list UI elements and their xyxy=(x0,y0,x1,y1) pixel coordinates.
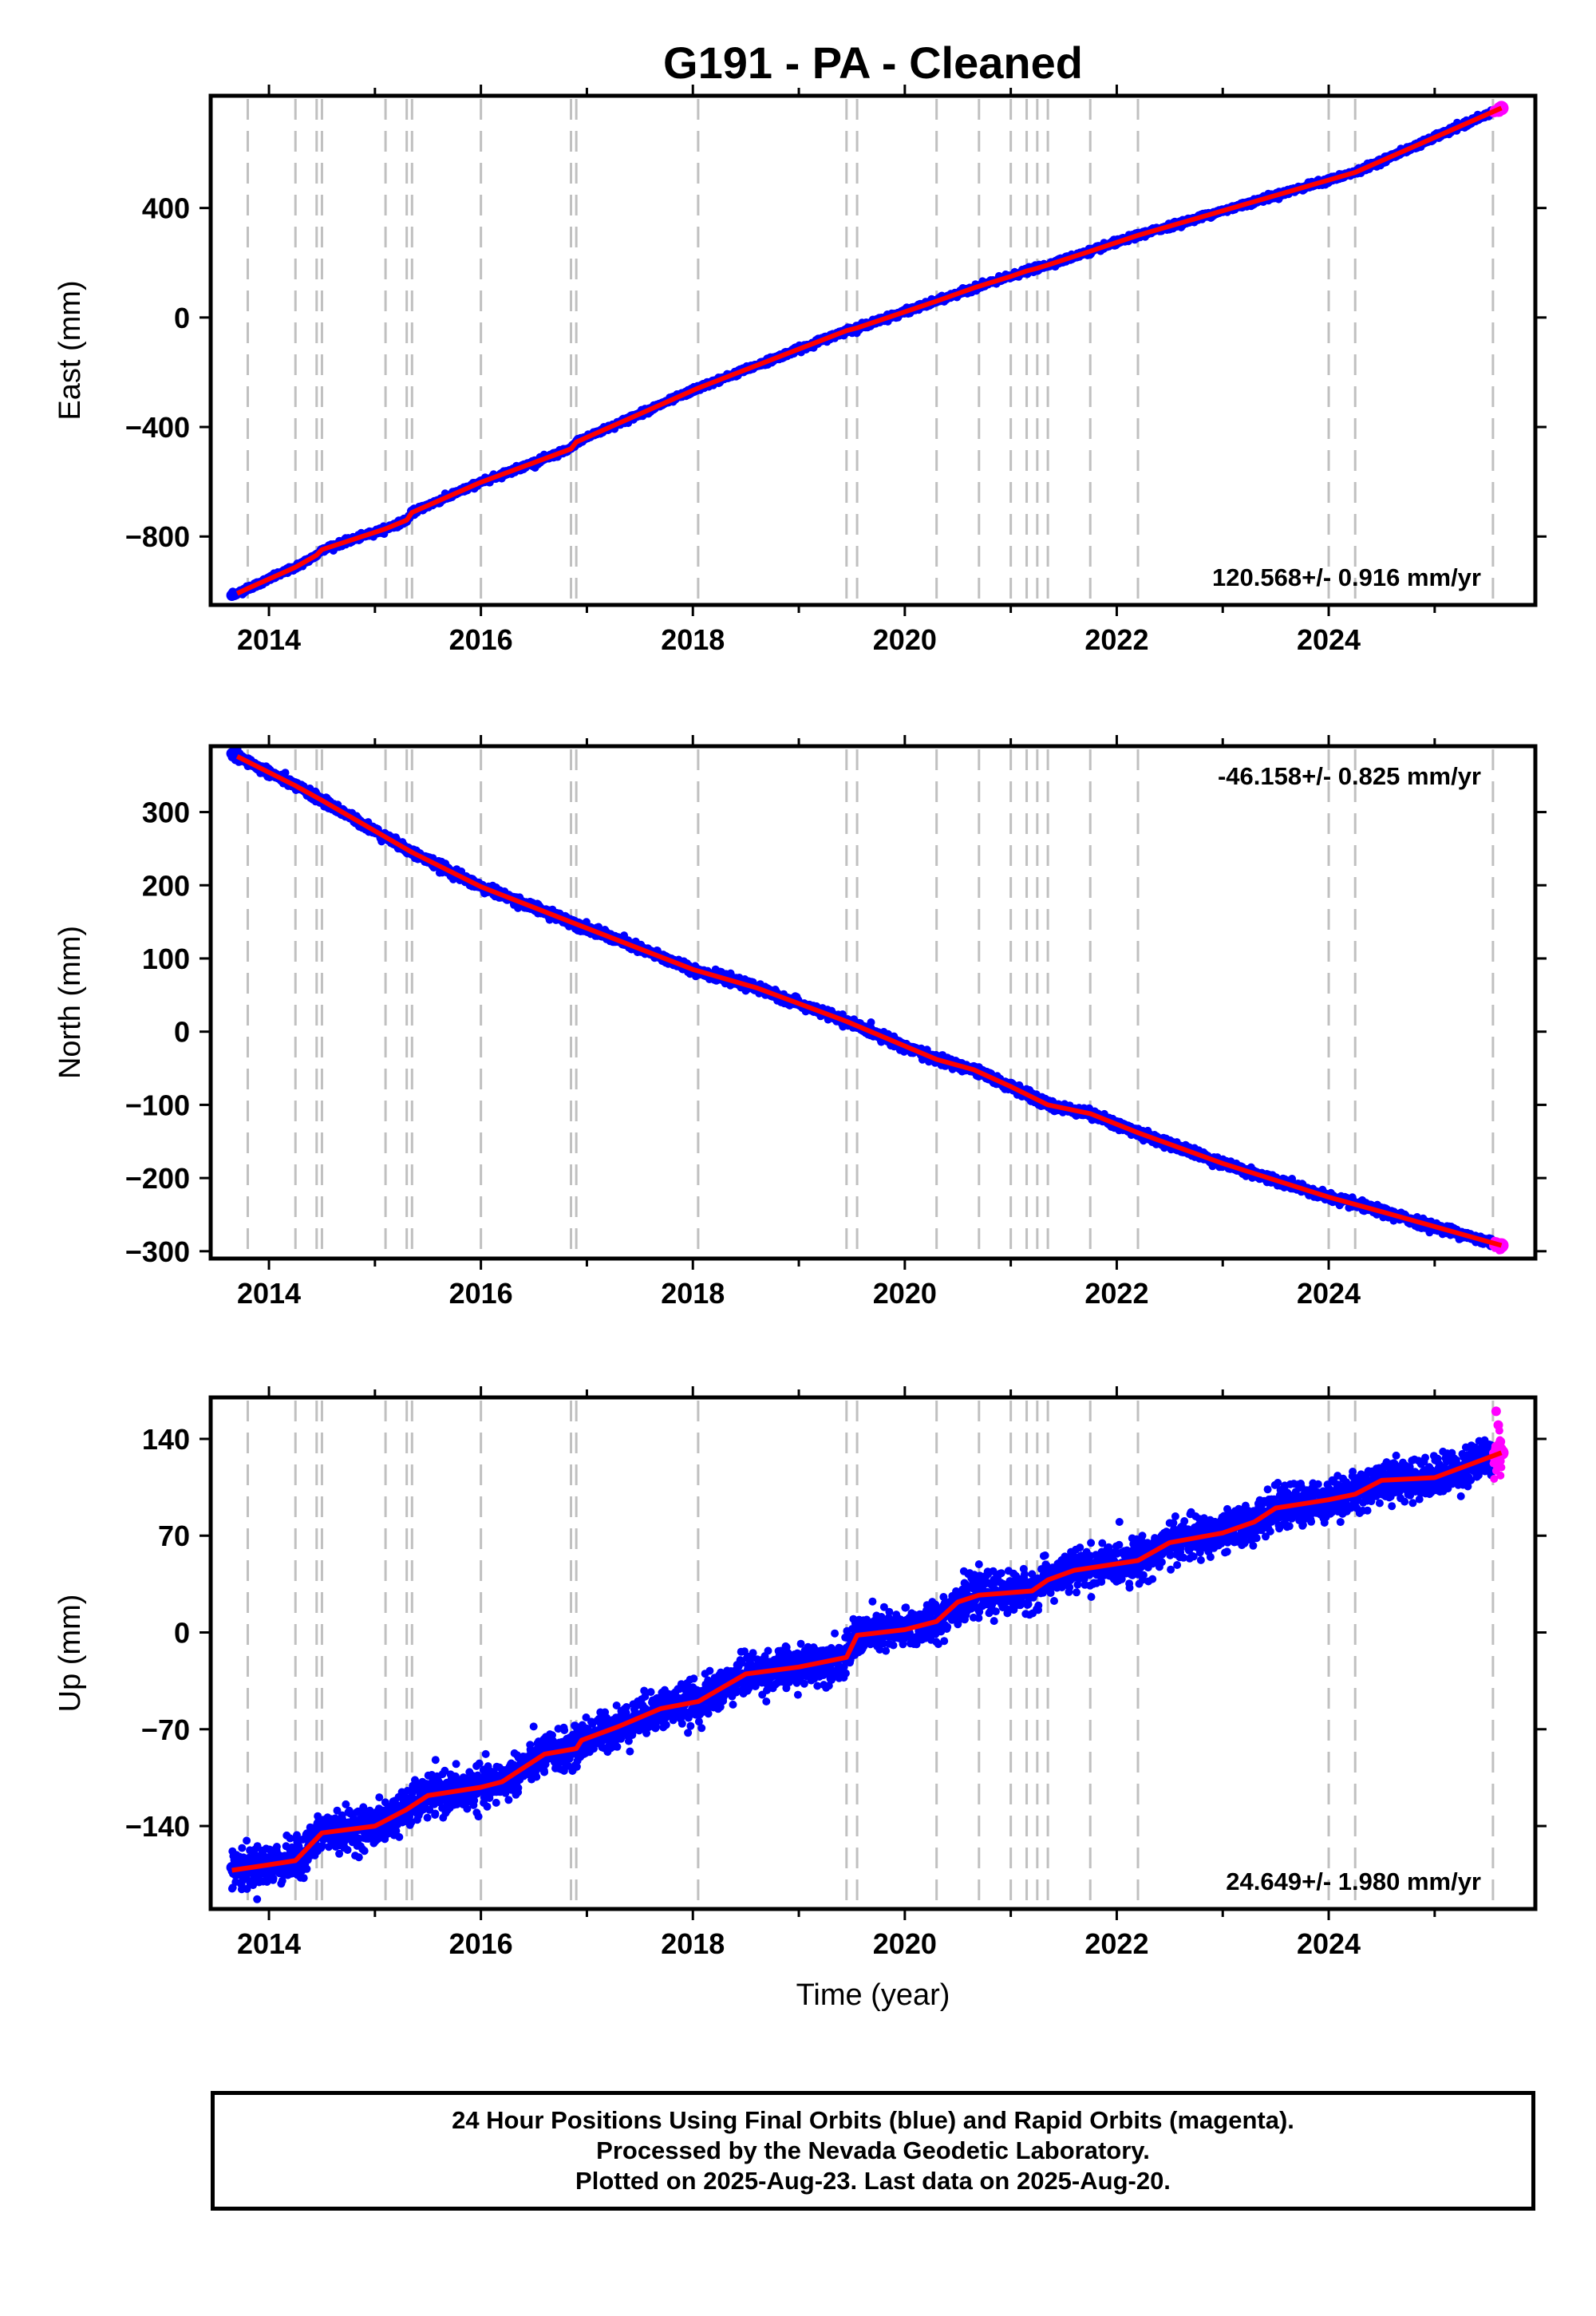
data-points-east xyxy=(226,101,1509,601)
data-point-start xyxy=(226,589,238,601)
y-tick-label: 0 xyxy=(174,302,190,334)
x-tick-label: 2018 xyxy=(661,623,725,656)
chart-title: G191 - PA - Cleaned xyxy=(663,38,1083,88)
series-final-orbits xyxy=(227,745,1497,1251)
x-tick-label: 2016 xyxy=(449,623,513,656)
x-tick-label: 2014 xyxy=(237,623,301,656)
y-tick-label: −800 xyxy=(125,520,190,553)
panel-east: 400 0 −400 −800 2014 2016 2018 2020 2022 2024 East… xyxy=(53,85,1547,656)
rate-annotation: 120.568+/- 0.916 mm/yr xyxy=(1212,563,1481,591)
data-points-north xyxy=(226,745,1509,1255)
x-tick-label: 2024 xyxy=(1297,623,1361,656)
y-tick-label: 400 xyxy=(142,192,190,225)
y-tick-label: −400 xyxy=(125,411,190,444)
y-axis-label: East (mm) xyxy=(53,280,87,420)
series-final-orbits xyxy=(227,106,1497,601)
x-tick-label: 2022 xyxy=(1084,623,1148,656)
x-tick-label: 2020 xyxy=(873,623,937,656)
